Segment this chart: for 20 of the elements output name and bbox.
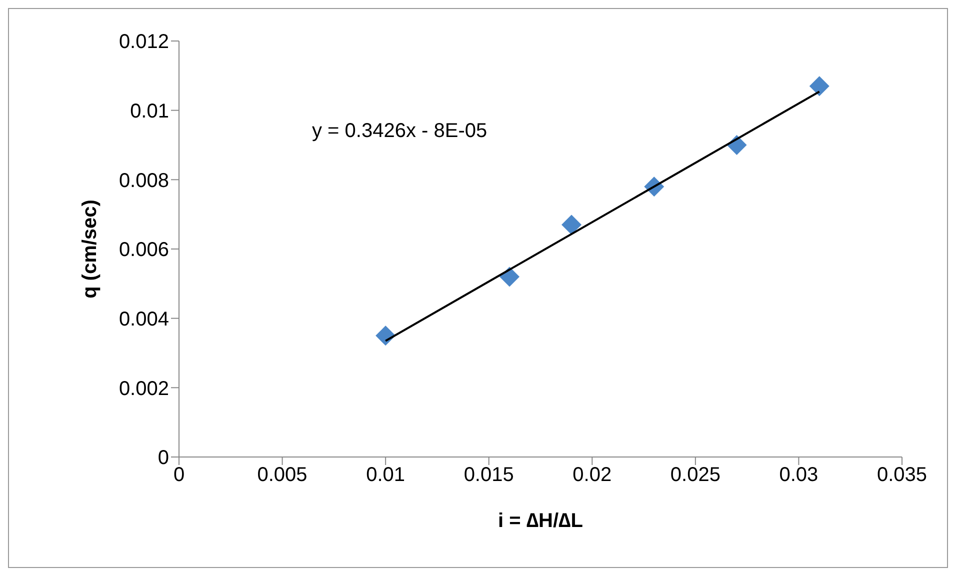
x-tick-label: 0.01 xyxy=(366,464,406,486)
x-tick-label: 0.025 xyxy=(670,464,720,486)
x-tick-label: 0.005 xyxy=(257,464,308,486)
y-tick-label: 0.01 xyxy=(130,100,169,122)
y-tick-label: 0.004 xyxy=(118,308,169,330)
y-tick-label: 0 xyxy=(158,447,169,470)
x-tick-label: 0.02 xyxy=(572,464,612,486)
x-axis-title: i = ∆H/∆L xyxy=(498,510,584,532)
y-tick-label: 0.012 xyxy=(118,31,169,54)
y-tick-label: 0.002 xyxy=(118,378,169,400)
y-axis-title: q (cm/sec) xyxy=(79,200,102,298)
x-tick-label: 0.015 xyxy=(464,464,514,486)
y-tick-label: 0.008 xyxy=(118,170,169,192)
x-tick-label: 0.035 xyxy=(876,464,928,486)
annotation: y = 0.3426x - 8E-05 xyxy=(312,120,488,143)
point xyxy=(809,76,830,96)
y-tick-label: 0.006 xyxy=(118,239,169,262)
x-tick-label: 0.03 xyxy=(779,464,818,486)
x-tick-label: 0 xyxy=(173,464,185,486)
point xyxy=(561,214,582,235)
